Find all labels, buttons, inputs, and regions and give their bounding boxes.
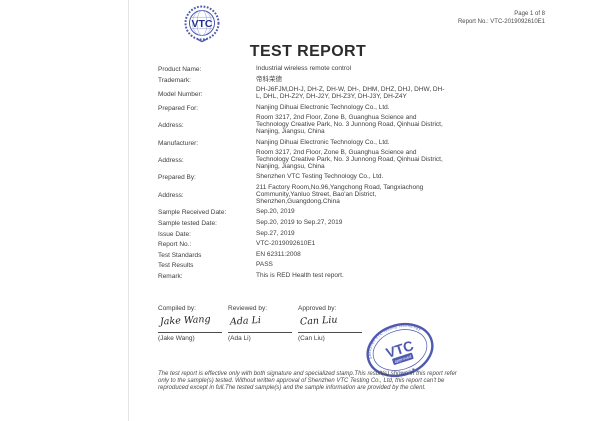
- field-row: Prepared By: Shenzhen VTC Testing Technol…: [158, 173, 458, 182]
- field-value: Industrial wireless remote control: [256, 65, 352, 73]
- field-value: Room 3217, 2nd Floor, Zone B, Guanghua S…: [256, 149, 443, 170]
- field-label: Manufacturer:: [158, 139, 199, 147]
- field-label: Prepared By:: [158, 174, 196, 182]
- field-label: Test Standards: [158, 251, 202, 259]
- field-row: Product Name: Industrial wireless remote …: [158, 65, 458, 73]
- field-label: Test Results: [158, 262, 194, 270]
- signature-column: Reviewed by: Ada Li (Ada Li): [228, 305, 292, 342]
- field-row: Sample tested Date: Sep.20, 2019 to Sep.2…: [158, 218, 458, 227]
- field-row: Address: Room 3217, 2nd Floor, Zone B, Gu…: [158, 149, 458, 171]
- handwritten-signature: Ada Li: [229, 314, 262, 328]
- field-value: Shenzhen VTC Testing Technology Co., Ltd…: [256, 173, 384, 181]
- report-fields: Product Name: Industrial wireless remote …: [158, 65, 458, 283]
- field-row: Manufacturer: Nanjing Dihuai Electronic T…: [158, 138, 458, 147]
- footer-disclaimer: The test report is effective only with b…: [158, 371, 457, 391]
- signature-role-label: Compiled by:: [158, 305, 196, 312]
- stamp-outer-ring: [366, 322, 434, 378]
- field-value: Sep.20, 2019: [256, 208, 295, 216]
- handwritten-signature: Can Liu: [299, 314, 338, 328]
- field-label: Issue Date:: [158, 230, 191, 238]
- field-value: Nanjing Dihuai Electronic Technology Co.…: [256, 138, 390, 146]
- signature-role-label: Approved by:: [298, 305, 337, 312]
- field-value: Sep.20, 2019 to Sep.27, 2019: [256, 218, 343, 226]
- field-value: Nanjing Dihuai Electronic Technology Co.…: [256, 103, 390, 111]
- field-label: Product Name:: [158, 66, 202, 73]
- vtc-approved-stamp: Shenzhen VTC Testing Technology Co., Ltd…: [362, 319, 434, 378]
- header-info: Page 1 of 8 Report No.: VTC-2019092610E1: [458, 11, 545, 26]
- field-value: Room 3217, 2nd Floor, Zone B, Guanghua S…: [256, 114, 443, 135]
- field-value: Sep.27, 2019: [256, 229, 295, 237]
- page-edge-line: [128, 0, 129, 421]
- field-row: Report No.: VTC-2019092610E1: [158, 240, 458, 249]
- field-row: Trademark: 帝科荣德: [158, 75, 458, 84]
- field-label: Prepared For:: [158, 104, 199, 112]
- field-label: Model Number:: [158, 90, 203, 98]
- field-row: Sample Received Date: Sep.20, 2019: [158, 208, 458, 217]
- signature-name: (Ada Li): [228, 335, 251, 342]
- signature-name: (Jake Wang): [158, 335, 195, 342]
- field-label: Sample tested Date:: [158, 219, 217, 227]
- field-label: Remark:: [158, 272, 183, 280]
- stamp-arc-bottom-text: Co., Ltd. ◆: [398, 366, 416, 376]
- logo-vtc-text: VTC: [192, 18, 213, 30]
- field-row: Test Results PASS: [158, 261, 458, 270]
- field-row: Remark: This is RED Health test report.: [158, 271, 458, 280]
- signature-block: Compiled by: Jake Wang (Jake Wang) Reviewed…: [158, 305, 458, 342]
- field-label: Report No.:: [158, 241, 192, 249]
- page-title: TEST REPORT: [249, 43, 367, 60]
- field-label: Sample Received Date:: [158, 209, 227, 217]
- signature-role-label: Reviewed by:: [228, 305, 268, 312]
- field-value: VTC-2019092610E1: [256, 240, 316, 248]
- signature-name: (Can Liu): [298, 335, 325, 342]
- header-report-no: Report No.: VTC-2019092610E1: [457, 18, 545, 25]
- field-row: Test Standards EN 62311:2008: [158, 250, 458, 259]
- field-row: Prepared For: Nanjing Dihuai Electronic T…: [158, 103, 458, 112]
- signature-column: Compiled by: Jake Wang (Jake Wang): [158, 305, 222, 342]
- field-value: 211 Factory Room,No.96,Yangchong Road, T…: [256, 184, 424, 205]
- signature-line: [228, 332, 292, 333]
- field-value: This is RED Health test report.: [256, 271, 344, 279]
- field-value: 帝科荣德: [256, 75, 282, 83]
- field-value: EN 62311:2008: [256, 250, 301, 258]
- field-row: Model Number: DH-J6FJM,DH-J, DH-Z, DH-W, …: [158, 86, 458, 101]
- field-label: Trademark:: [158, 76, 191, 84]
- stamp-inner-ring: [372, 329, 428, 371]
- page-number: Page 1 of 8: [514, 11, 545, 17]
- signature-line: [158, 332, 222, 333]
- svg-text:Co., Ltd. ◆: Co., Ltd. ◆: [398, 366, 416, 376]
- field-label: Address:: [158, 191, 184, 199]
- vtc-logo-icon: VTC: [184, 5, 220, 43]
- logo-wreath: [184, 5, 220, 41]
- field-row: Issue Date: Sep.27, 2019: [158, 229, 458, 238]
- signature-line: [298, 332, 362, 333]
- stamp-approved-text: approved: [394, 354, 413, 364]
- handwritten-signature: Jake Wang: [159, 313, 211, 328]
- field-value: DH-J6FJM,DH-J, DH-Z, DH-W, DH-, DHM, DHZ…: [256, 86, 445, 101]
- signature-column: Approved by: Can Liu (Can Liu): [298, 305, 362, 342]
- field-label: Address:: [158, 156, 184, 164]
- field-row: Address: Room 3217, 2nd Floor, Zone B, Gu…: [158, 114, 458, 136]
- field-value: PASS: [256, 261, 273, 269]
- field-row: Address: 211 Factory Room,No.96,Yangchong…: [158, 184, 458, 206]
- field-label: Address:: [158, 122, 184, 130]
- stamp-approved-box: [392, 352, 414, 365]
